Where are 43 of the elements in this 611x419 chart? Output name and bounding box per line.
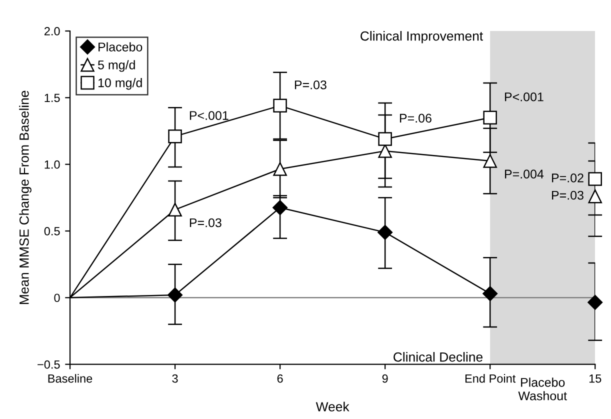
legend-label: Placebo <box>98 42 142 52</box>
annotation: P<.001 <box>190 111 228 120</box>
x-tick-label: 15 <box>589 374 602 383</box>
point <box>588 172 602 186</box>
point <box>378 224 393 240</box>
point <box>168 287 183 302</box>
point <box>168 202 182 217</box>
point <box>482 286 498 302</box>
annotation: Clinical Decline <box>394 352 483 362</box>
point <box>588 189 602 204</box>
y-axis-title: Mean MMSE Change From Baseline <box>19 90 32 304</box>
y-tick-label: 1.5 <box>44 94 60 102</box>
y-tick-label: 0 <box>54 294 60 302</box>
point <box>168 129 182 144</box>
annotation: P<.001 <box>505 92 544 102</box>
annotation: P=.03 <box>552 190 584 200</box>
y-tick-label: 0.5 <box>44 227 60 236</box>
point <box>378 132 392 146</box>
annotation: P=.03 <box>294 80 326 90</box>
point <box>483 154 497 168</box>
annotation: P=.02 <box>552 174 584 182</box>
point <box>273 162 287 176</box>
point <box>588 294 603 310</box>
y-tick-label: −0.5 <box>38 360 60 369</box>
x-tick-label: Baseline <box>48 374 92 383</box>
band-label: Placebo Washout <box>518 378 567 400</box>
annotation: P=.06 <box>400 114 432 123</box>
y-tick-label: 1.0 <box>44 160 60 169</box>
point <box>272 200 288 216</box>
x-axis-title: Week <box>316 402 350 412</box>
point <box>273 98 287 113</box>
legend-label: 5 mg/d <box>98 60 135 72</box>
legend-label: 10 mg/d <box>98 78 142 90</box>
point <box>483 110 497 125</box>
x-tick-label: 3 <box>172 374 178 383</box>
annotation: P=.03 <box>190 218 222 228</box>
annotation: P=.004 <box>505 170 544 179</box>
point <box>378 144 392 158</box>
y-tick-label: 2.0 <box>44 27 60 36</box>
annotation: Clinical Improvement <box>360 31 484 44</box>
x-tick-label: End Point <box>465 374 516 383</box>
x-tick-label: 9 <box>382 374 388 383</box>
x-tick-label: 6 <box>277 374 283 383</box>
